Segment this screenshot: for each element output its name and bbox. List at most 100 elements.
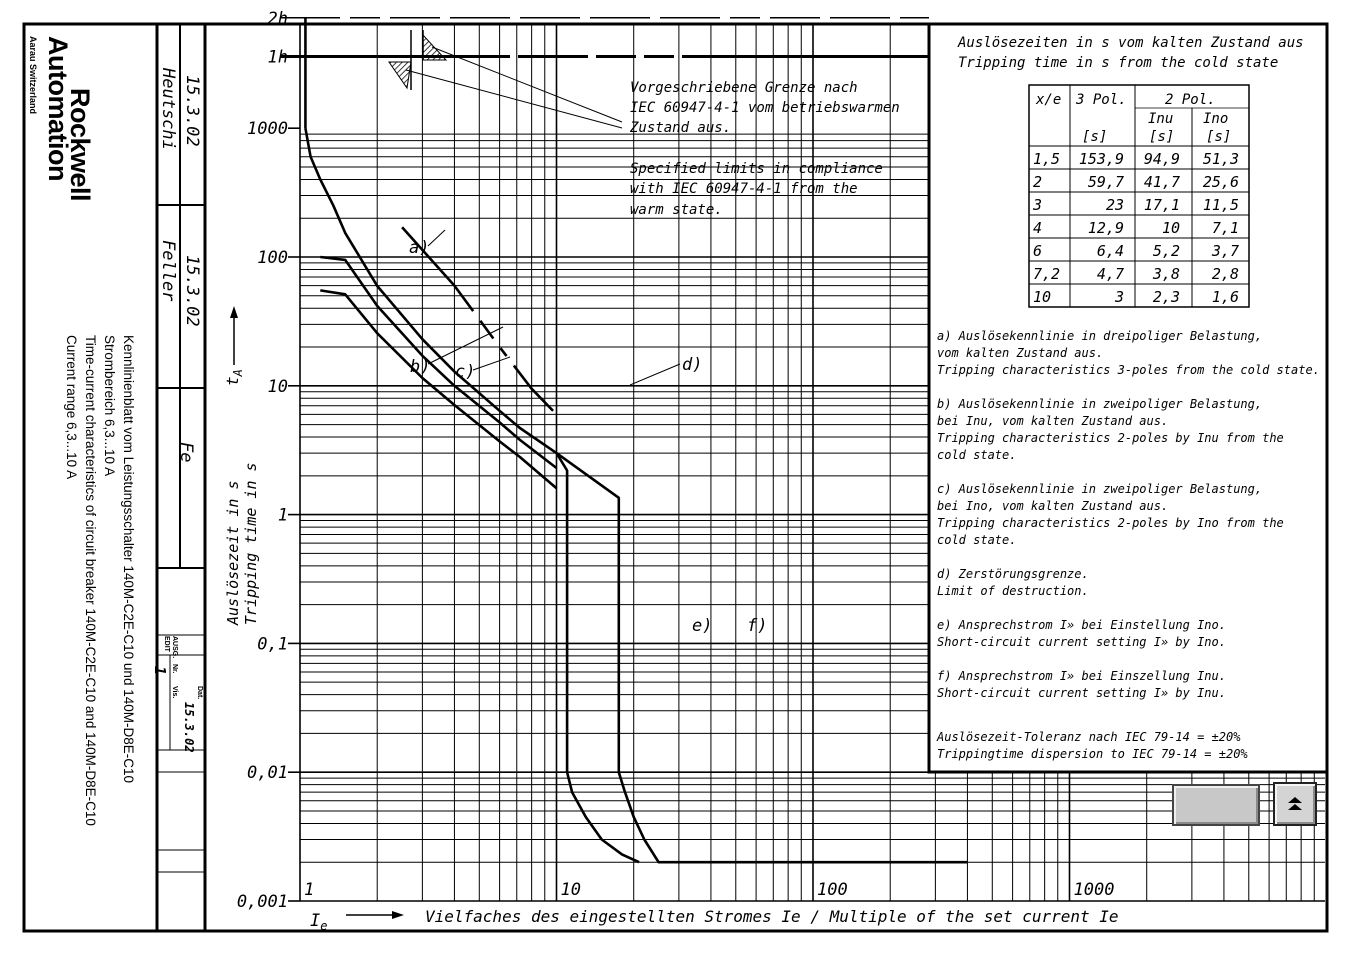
series-curve-c: [320, 289, 558, 490]
table-cell: 4,7: [1097, 265, 1124, 283]
series-curve-d: [401, 226, 558, 416]
series-curve-a: [304, 127, 558, 455]
legend-note-line: Limit of destruction.: [937, 584, 1089, 598]
date-2: 15.3.02: [182, 255, 202, 327]
legend-note-line: Tripping characteristics 2-poles by Inu …: [937, 431, 1284, 445]
legend-notes: a) Auslösekennlinie in dreipoliger Belas…: [936, 329, 1320, 761]
double-up-arrow-icon: [1288, 797, 1302, 811]
company-name-line2: Automation: [43, 36, 73, 181]
legend-note-line: Trippingtime dispersion to IEC 79-14 = ±…: [937, 747, 1248, 761]
table-header-ino: Ino: [1203, 111, 1228, 127]
y-tick-label: 0,001: [237, 892, 288, 912]
series-curve-f: [555, 452, 968, 864]
y-axis-symbol: tA: [223, 369, 245, 386]
location-text: Aarau Switzerland: [28, 36, 38, 115]
y-tick-label: 1h: [268, 48, 288, 68]
table-cell: 4: [1033, 219, 1042, 237]
table-cell: 94,9: [1144, 150, 1180, 168]
legend-note-line: d) Zerstörungsgrenze.: [937, 567, 1089, 581]
warm-state-limits: [388, 30, 448, 90]
table-cell: 153,9: [1079, 150, 1124, 168]
legend-note-line: b) Auslösekennlinie in zweipoliger Belas…: [937, 397, 1262, 411]
table-cell: 2: [1033, 173, 1042, 191]
nr-value: 1: [151, 666, 169, 675]
description-line: Current range 6,3...10 A: [64, 335, 79, 480]
y-tick-label: 0,01: [247, 763, 288, 783]
curve-leader: [629, 363, 681, 386]
legend-box: [927, 22, 1329, 774]
y-tick-label: 1000: [247, 119, 288, 139]
hatch-lower: [388, 61, 412, 90]
date-2-text: 15.3.02: [182, 255, 202, 327]
annotation-en-line: Specified limits in compliance: [630, 161, 883, 177]
annotation-en-line: warm state.: [630, 202, 723, 218]
legend-note-line: e) Ansprechstrom I» bei Einstellung Ino.: [937, 618, 1226, 632]
table-cell: 1,5: [1033, 150, 1060, 168]
legend-note-line: a) Auslösekennlinie in dreipoliger Belas…: [937, 329, 1262, 343]
table-cell: 59,7: [1088, 173, 1124, 191]
legend-note-line: Short-circuit current setting I» by Ino.: [937, 635, 1226, 649]
curve-leader: [472, 356, 511, 371]
table-cell: 10: [1162, 219, 1180, 237]
short-sign-text: Fe: [176, 442, 196, 463]
annotation-en-line: with IEC 60947-4-1 from the: [630, 181, 858, 197]
scroll-up-button[interactable]: [1273, 782, 1317, 826]
x-axis-title: Vielfaches des eingestellten Stromes Ie …: [425, 907, 1119, 926]
annotation-leaders: [405, 46, 623, 129]
table-cell: 3,8: [1152, 265, 1180, 283]
nr-label: Nr.: [171, 664, 178, 673]
table-cell: 10: [1033, 288, 1051, 306]
x-tick-label: 100: [817, 880, 848, 900]
x-axis-symbol: Ie: [310, 911, 327, 933]
ausg-label: AUSG.: [171, 636, 178, 659]
table-cell: 6: [1033, 242, 1042, 260]
legend-note-line: Short-circuit current setting I» by Inu.: [937, 686, 1226, 700]
y-tick-label: 1: [278, 506, 288, 526]
x-tick-label: 1000: [1074, 880, 1115, 900]
legend-note-line: Auslösezeit-Toleranz nach IEC 79-14 = ±2…: [936, 730, 1241, 744]
vis-label: Vis.: [171, 686, 178, 698]
x-tick-label: 1: [304, 880, 314, 900]
y-tick-label: 100: [257, 248, 288, 268]
date-1: 15.3.02: [182, 75, 202, 147]
plot-curves: [304, 17, 968, 864]
name-1: Heutschi: [158, 68, 178, 150]
legend-note-line: f) Ansprechstrom I» bei Einszellung Inu.: [937, 669, 1226, 683]
curve-label-e: e): [692, 616, 712, 636]
date-1-text: 15.3.02: [182, 75, 202, 147]
curve-label-a: a): [409, 238, 429, 258]
table-cell: 7,1: [1212, 219, 1239, 237]
table-cell: 3: [1114, 288, 1124, 306]
x-axis-label: Ie Vielfaches des eingestellten Stromes …: [310, 907, 1119, 933]
table-cell: 11,5: [1203, 196, 1239, 214]
name-2: Feller: [158, 240, 178, 301]
legend-note-line: vom kalten Zustand aus.: [937, 346, 1103, 360]
series-curve-e: [555, 452, 640, 864]
legend-title: Auslösezeiten in s vom kalten Zustand au…: [957, 35, 1304, 71]
table-header-inu: Inu: [1148, 111, 1173, 127]
table-cell: 17,1: [1144, 196, 1180, 214]
curve-label-b: b): [410, 357, 430, 377]
table-header-3pol: 3 Pol.: [1075, 92, 1127, 108]
curve-labels: a) b) c) d) e) f): [409, 229, 767, 636]
name-1-text: Heutschi: [158, 68, 178, 150]
warm-state-annotation: Vorgeschriebene Grenze nach IEC 60947-4-…: [629, 80, 900, 218]
table-cell: 5,2: [1153, 242, 1180, 260]
ausg-edit-label: AUSG. EDIT: [162, 636, 178, 658]
curve-label-c: c): [455, 362, 475, 382]
short-sign: Fe: [176, 442, 196, 462]
table-cell: 25,6: [1203, 173, 1239, 191]
description-line: Time-current characteristics of circuit …: [83, 335, 98, 826]
blank-button[interactable]: [1172, 784, 1260, 826]
annotation-de-line: Vorgeschriebene Grenze nach: [630, 80, 858, 96]
edit-label: EDIT: [163, 636, 170, 652]
table-cell: 2,8: [1212, 265, 1239, 283]
curve-label-d: d): [682, 355, 702, 375]
legend-title-line: Tripping time in s from the cold state: [958, 55, 1278, 71]
legend-title-line: Auslösezeiten in s vom kalten Zustand au…: [957, 35, 1304, 51]
y-axis-title-en: Tripping time in s: [242, 462, 260, 625]
legend-note-line: Tripping characteristics 3-poles from th…: [937, 363, 1320, 377]
name-2-text: Feller: [158, 240, 178, 302]
legend-note-line: cold state.: [937, 533, 1016, 547]
legend-note-line: bei Ino, vom kalten Zustand aus.: [937, 499, 1168, 513]
